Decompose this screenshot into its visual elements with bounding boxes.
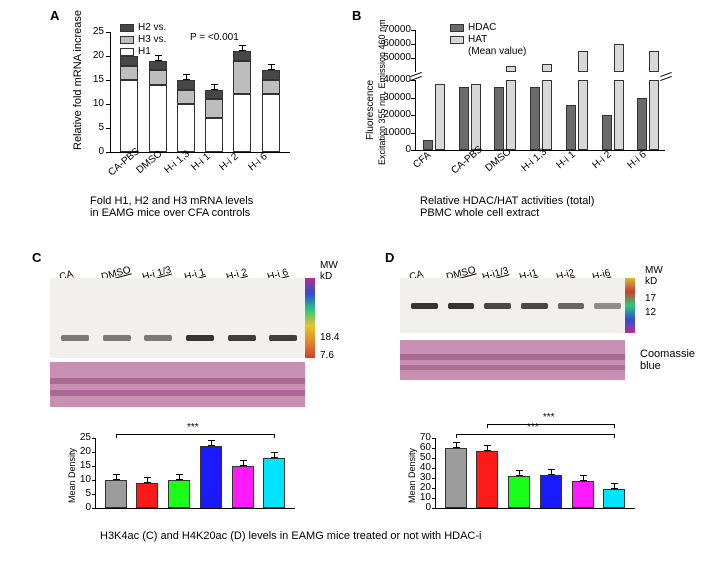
bar-seg-H2 (149, 61, 167, 71)
panel-c-mw-0: 18.4 (320, 332, 339, 343)
bar-hdac (530, 87, 540, 150)
figure-root: A B C D Relative fold mRNA increase 0510… (0, 0, 708, 568)
bar-hdac (566, 105, 576, 151)
density-bar (168, 480, 190, 508)
legend-label-h3: H3 vs. (138, 34, 166, 46)
bar-hdac (602, 115, 612, 150)
panel-letter-b: B (352, 8, 361, 23)
bar-seg-H3 (262, 80, 280, 94)
bar-seg-H3 (233, 61, 251, 95)
xtick: H-i 6 (246, 151, 269, 173)
xtick: H-i 1 (190, 151, 213, 173)
bar-seg-H2 (177, 80, 195, 90)
legend-item-hdac: HDAC (450, 22, 526, 34)
legend-note-text: (Mean value) (468, 46, 526, 58)
panel-a-caption: Fold H1, H2 and H3 mRNA levels in EAMG m… (90, 195, 253, 219)
panel-c-mw-1: 7.6 (320, 350, 334, 361)
bar-seg-H2 (233, 51, 251, 61)
swatch-h3 (120, 36, 134, 44)
legend-item-hat: HAT (450, 34, 526, 46)
bar-hdac (459, 87, 469, 150)
coomassie-label: Coomassie blue (640, 348, 695, 372)
panel-a-legend: H2 vs. H3 vs. H1 (120, 22, 166, 58)
bar-hdac (494, 87, 504, 150)
panel-d-mw-0: 17 (645, 293, 656, 304)
legend-item-h2: H2 vs. (120, 22, 166, 34)
panel-d-coomassie (400, 340, 625, 380)
density-bar (136, 483, 158, 508)
swatch-hdac (450, 24, 464, 32)
bar-seg-H1 (120, 80, 138, 152)
bottom-caption: H3K4ac (C) and H4K20ac (D) levels in EAM… (100, 530, 481, 542)
swatch-hat (450, 36, 464, 44)
legend-item-h3: H3 vs. (120, 34, 166, 46)
panel-d-mw-1: 12 (645, 307, 656, 318)
legend-note: (Mean value) (450, 46, 526, 58)
swatch-h2 (120, 24, 134, 32)
bar-seg-H3 (177, 90, 195, 104)
bar-seg-H1 (205, 118, 223, 152)
panel-letter-a: A (50, 8, 59, 23)
bar-seg-H1 (233, 94, 251, 152)
panel-d-mw-title: MW kD (645, 265, 663, 287)
bar-hdac (637, 98, 647, 151)
bar-seg-H3 (120, 66, 138, 80)
density-bar (603, 489, 625, 508)
panel-b-caption: Relative HDAC/HAT activities (total) PBM… (420, 195, 594, 219)
density-bar (445, 448, 467, 508)
panel-b-legend: HDAC HAT (Mean value) (450, 22, 526, 58)
panel-letter-c: C (32, 250, 41, 265)
bar-seg-H3 (205, 99, 223, 118)
legend-label-hdac: HDAC (468, 22, 496, 34)
legend-label-hat: HAT (468, 34, 487, 46)
bar-seg-H1 (262, 94, 280, 152)
bar-seg-H2 (205, 90, 223, 100)
xtick: H-i 2 (218, 151, 241, 173)
panel-a-pvalue: P = <0.001 (190, 32, 239, 43)
legend-label-h2: H2 vs. (138, 22, 166, 34)
legend-item-h1: H1 (120, 46, 166, 58)
density-bar (572, 481, 594, 508)
legend-label-h1: H1 (138, 46, 151, 58)
density-bar (540, 475, 562, 508)
panel-c-coomassie (50, 362, 305, 407)
bar-seg-H3 (149, 70, 167, 84)
density-bar (232, 466, 254, 508)
panel-c-blot (50, 278, 305, 358)
bar-seg-H1 (177, 104, 195, 152)
density-bar (476, 451, 498, 508)
bar-seg-H2 (262, 70, 280, 80)
bar-hdac (423, 140, 433, 151)
density-bar (263, 458, 285, 508)
panel-d-ladder (625, 278, 635, 333)
density-bar (508, 476, 530, 508)
density-bar (105, 480, 127, 508)
panel-letter-d: D (385, 250, 394, 265)
panel-c-mw-title: MW kD (320, 260, 338, 282)
density-bar (200, 446, 222, 508)
panel-c-ladder (305, 278, 315, 358)
swatch-h1 (120, 48, 134, 56)
bar-seg-H1 (149, 85, 167, 152)
